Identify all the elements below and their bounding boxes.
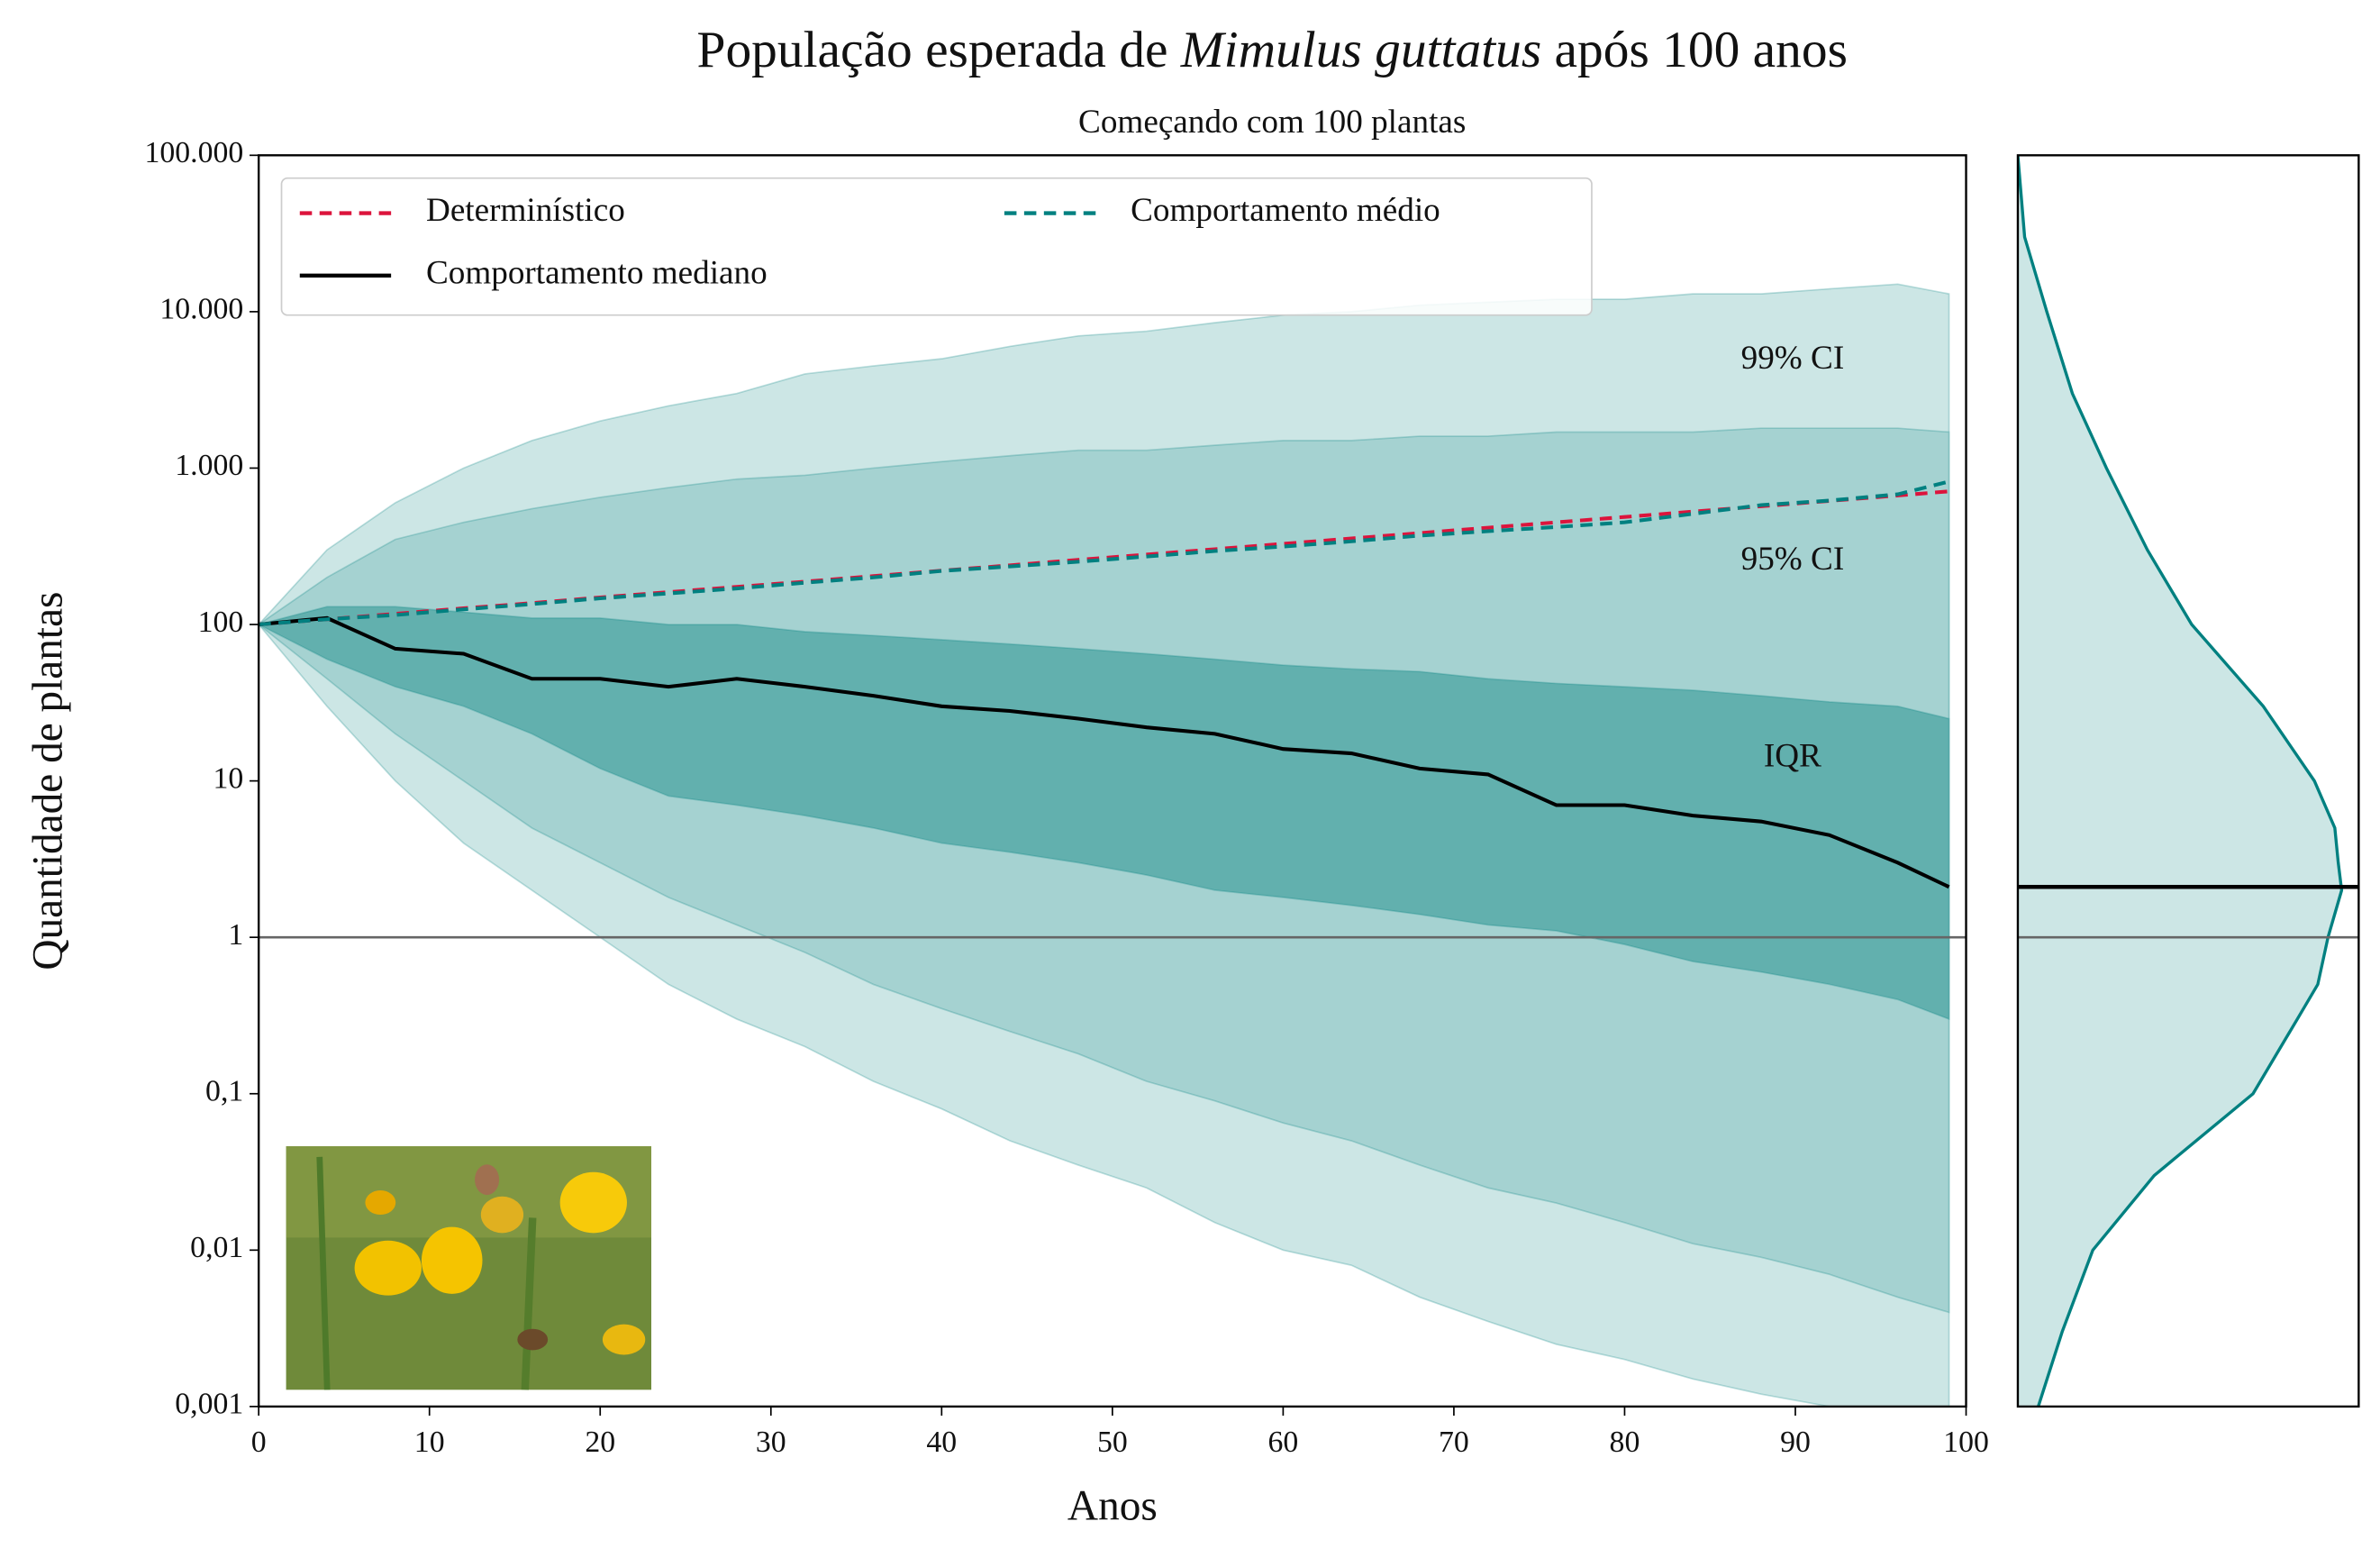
y-tick-label: 100 — [198, 606, 244, 639]
title-part: População esperada de — [697, 22, 1181, 78]
y-tick-label: 0,001 — [175, 1388, 243, 1421]
x-tick-label: 90 — [1780, 1426, 1811, 1459]
band — [259, 606, 1950, 1021]
y-tick-label: 1.000 — [175, 449, 243, 482]
y-tick-label: 1 — [228, 918, 243, 952]
legend-box — [280, 177, 1593, 316]
legend: Determinístico Comportamento mediano Compo… — [280, 177, 1593, 316]
x-axis-label: Anos — [1067, 1483, 1158, 1530]
title-species: Mimulus guttatus — [1180, 22, 1541, 78]
y-tick-label: 10.000 — [159, 293, 243, 326]
band-label: IQR — [1764, 737, 1821, 774]
plot-area: 99% CI 95% CI IQR — [259, 283, 1967, 1407]
y-tick-label: 0,1 — [205, 1075, 243, 1108]
x-tick-label: 50 — [1097, 1426, 1128, 1459]
x-tick-label: 40 — [926, 1426, 957, 1459]
x-tick-label: 60 — [1267, 1426, 1298, 1459]
legend-label: Determinístico — [426, 192, 625, 229]
legend-label: Comportamento médio — [1131, 192, 1440, 229]
series-line — [259, 615, 1950, 889]
y-tick-label: 10 — [213, 761, 244, 795]
title-part: após 100 anos — [1541, 22, 1848, 78]
photo — [286, 1146, 652, 1390]
band-label: 95% CI — [1741, 541, 1845, 578]
x-tick-label: 80 — [1610, 1426, 1640, 1459]
x-tick-label: 20 — [585, 1426, 615, 1459]
x-tick-label: 100 — [1943, 1426, 1989, 1459]
band-label: 99% CI — [1741, 340, 1845, 377]
x-tick-label: 0 — [251, 1426, 267, 1459]
axes: 0 10 20 30 40 50 60 70 80 90 100 0,001 0,01 0,1 1 10 100… — [145, 136, 1989, 1459]
x-tick-label: 30 — [756, 1426, 786, 1459]
x-tick-label: 10 — [414, 1426, 445, 1459]
y-tick-label: 0,01 — [190, 1231, 243, 1264]
density-area — [2017, 155, 2342, 1407]
legend-label: Comportamento mediano — [426, 254, 768, 291]
y-tick-label: 100.000 — [145, 136, 244, 169]
chart-subtitle: Começando com 100 plantas — [1078, 104, 1466, 141]
density-frame — [2016, 154, 2360, 1408]
x-tick-label: 70 — [1439, 1426, 1469, 1459]
chart-title: População esperada de Mimulus guttatus a… — [697, 22, 1848, 78]
density-line — [2017, 155, 2344, 1407]
density-area — [2017, 155, 2359, 1407]
y-axis-label: Quantidade de plantas — [24, 592, 71, 970]
series-line — [259, 479, 1950, 627]
